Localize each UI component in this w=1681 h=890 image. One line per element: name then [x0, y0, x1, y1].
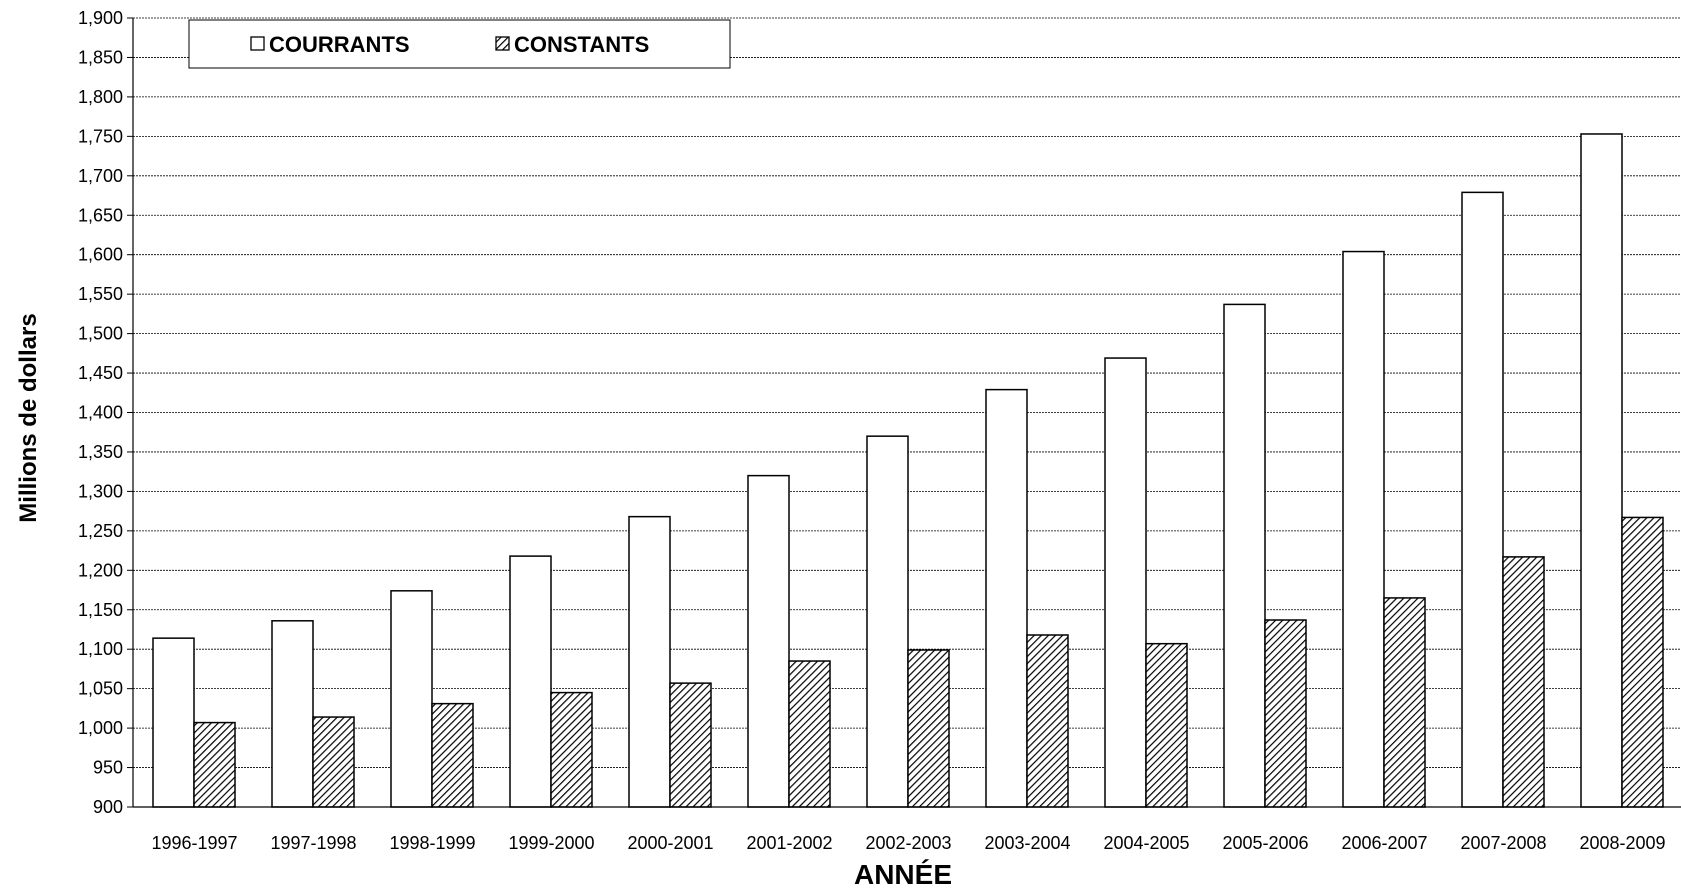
bar-constants-2005-2006 [1264, 619, 1307, 808]
legend-swatch-courrants [250, 36, 265, 51]
bar-constants-2000-2001 [669, 682, 712, 808]
bar-constants-2002-2003 [907, 649, 950, 808]
x-tick-label: 2001-2002 [746, 833, 832, 853]
bar-courrants-2007-2008 [1461, 191, 1504, 808]
y-tick-label: 950 [93, 758, 123, 778]
y-tick-label: 1,500 [78, 324, 123, 344]
gridlines [133, 17, 1681, 768]
y-tick-label: 1,400 [78, 403, 123, 423]
x-tick-label: 1998-1999 [389, 833, 475, 853]
bar-constants-1997-1998 [312, 716, 355, 808]
bar-courrants-2006-2007 [1342, 250, 1385, 808]
bar-constants-2004-2005 [1145, 642, 1188, 808]
y-tick-label: 1,650 [78, 205, 123, 225]
legend: COURRANTS CONSTANTS [188, 19, 731, 69]
bar-courrants-2008-2009 [1580, 133, 1623, 808]
y-tick-label: 1,300 [78, 481, 123, 501]
y-tick-label: 900 [93, 797, 123, 817]
x-tick-label: 1996-1997 [151, 833, 237, 853]
axes [127, 17, 1681, 808]
legend-box [188, 19, 731, 69]
bar-courrants-2000-2001 [628, 515, 671, 808]
y-tick-label: 1,000 [78, 718, 123, 738]
x-tick-label: 1999-2000 [508, 833, 594, 853]
x-tick-label: 2005-2006 [1222, 833, 1308, 853]
y-tick-label: 1,550 [78, 284, 123, 304]
y-axis-title: Millions de dollars [15, 313, 42, 522]
bar-courrants-2005-2006 [1223, 303, 1266, 808]
legend-swatch-constants [495, 36, 510, 51]
x-tick-label: 2006-2007 [1341, 833, 1427, 853]
bar-constants-2008-2009 [1621, 516, 1664, 808]
x-tick-label: 2002-2003 [865, 833, 951, 853]
bar-courrants-2001-2002 [747, 474, 790, 808]
y-tick-label: 1,350 [78, 442, 123, 462]
y-tick-label: 1,100 [78, 639, 123, 659]
legend-label-courrants: COURRANTS [269, 32, 410, 57]
y-tick-label: 1,900 [78, 8, 123, 28]
bar-courrants-1996-1997 [152, 637, 195, 808]
x-tick-labels: 1996-1997 1997-1998 1998-1999 1999-2000 2000… [151, 833, 1665, 853]
y-tick-label: 1,600 [78, 245, 123, 265]
x-tick-label: 2007-2008 [1460, 833, 1546, 853]
bar-constants-1996-1997 [193, 721, 236, 808]
y-tick-label: 1,800 [78, 87, 123, 107]
bar-constants-1998-1999 [431, 702, 474, 808]
y-tick-labels: 900 950 1,000 1,050 1,100 1,150 1,200 1,250 1,30… [78, 8, 123, 817]
bar-constants-1999-2000 [550, 691, 593, 808]
y-tick-label: 1,450 [78, 363, 123, 383]
x-tick-label: 2003-2004 [984, 833, 1070, 853]
bar-courrants-2002-2003 [866, 435, 909, 808]
x-axis-title: ANNÉE [854, 859, 952, 890]
bar-constants-2007-2008 [1502, 556, 1545, 808]
x-tick-label: 2008-2009 [1579, 833, 1665, 853]
bar-constants-2003-2004 [1026, 634, 1069, 808]
bar-courrants-1997-1998 [271, 620, 314, 808]
y-tick-label: 1,250 [78, 521, 123, 541]
y-tick-label: 1,850 [78, 47, 123, 67]
bar-courrants-1999-2000 [509, 555, 552, 808]
y-tick-label: 1,150 [78, 600, 123, 620]
x-tick-label: 2004-2005 [1103, 833, 1189, 853]
legend-label-constants: CONSTANTS [514, 32, 649, 57]
bar-courrants-2003-2004 [985, 388, 1028, 808]
bars [152, 133, 1664, 808]
x-tick-label: 1997-1998 [270, 833, 356, 853]
x-tick-label: 2000-2001 [627, 833, 713, 853]
y-tick-label: 1,750 [78, 126, 123, 146]
bar-constants-2006-2007 [1383, 597, 1426, 808]
bar-courrants-2004-2005 [1104, 357, 1147, 808]
y-tick-label: 1,200 [78, 560, 123, 580]
y-tick-label: 1,050 [78, 679, 123, 699]
bar-constants-2001-2002 [788, 660, 831, 808]
y-tick-label: 1,700 [78, 166, 123, 186]
bar-courrants-1998-1999 [390, 590, 433, 808]
